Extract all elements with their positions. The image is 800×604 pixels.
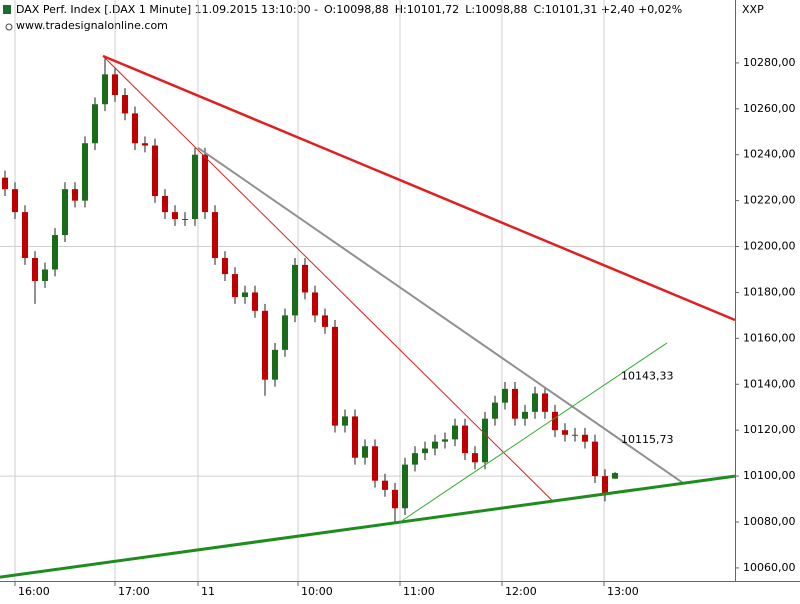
candle-body [482,418,488,463]
candle-body [332,326,338,426]
candle-body [372,446,378,481]
candle-body [472,453,478,463]
candle-body [612,473,618,479]
candle-body [132,113,138,144]
candle-body [302,264,308,293]
trend-line [102,54,736,322]
axis-label: XXP [742,3,764,16]
ohlc-label: O:10098,88 [324,3,389,16]
candle-body [252,292,258,311]
candle-body [102,74,108,105]
candle-body [62,189,68,236]
candle-body [422,448,428,454]
candle-body [362,446,368,458]
candle-body [392,489,398,509]
y-tick-label: 10060,00 [743,561,796,574]
trend-line [197,147,684,484]
candle-body [352,416,358,458]
candle-body [602,476,608,495]
candle-body [272,349,278,380]
candle-body [242,292,248,298]
y-tick-label: 10140,00 [743,377,796,390]
candle-body [2,177,8,190]
candle-body [12,189,18,213]
candle-body [532,393,538,412]
candle-body [202,154,208,213]
icon [3,5,11,14]
y-tick-label: 10240,00 [743,148,796,161]
candle-body [152,145,158,197]
x-tick-label: 10:00 [301,585,333,598]
source: www.tradesignalonline.com [16,19,168,32]
candle-body [552,411,558,431]
candle-body [212,212,218,259]
candle-body [232,274,238,298]
y-tick-label: 10160,00 [743,331,796,344]
y-tick-label: 10080,00 [743,515,796,528]
trend-line [102,55,554,502]
candle-body [492,402,498,419]
x-tick-label: 11:00 [403,585,435,598]
y-tick-label: 10120,00 [743,423,796,436]
x-tick-label: 11 [201,585,215,598]
candle-body [52,235,58,270]
candle-body [452,425,458,440]
candle-body [142,143,148,146]
candle-body [292,264,298,316]
candle-body [182,218,188,220]
candle-body [572,434,578,436]
chart-title: DAX Perf. Index [.DAX 1 Minute] 11.09.20… [16,3,318,16]
candle-body [522,411,528,419]
candle-body [262,310,268,380]
candle-body [162,196,168,213]
y-tick-label: 10280,00 [743,56,796,69]
x-tick-label: 13:00 [607,585,639,598]
line-label: 10143,33 [621,370,674,383]
x-tick-label: 16:00 [18,585,50,598]
candle-body [282,315,288,350]
ohlc-label: C:10101,31 +2,40 +0,02% [534,3,683,16]
y-tick-label: 10200,00 [743,240,796,253]
candle-body [222,258,228,275]
candle-body [72,189,78,201]
candle-body [82,143,88,201]
ohlc-label: L:10098,88 [465,3,527,16]
candle-body [582,434,588,442]
candle-body [412,453,418,465]
candle-body [462,425,468,454]
candle-body [502,388,508,403]
candle-body [342,416,348,426]
line-label: 10115,73 [621,433,674,446]
candle-body [402,464,408,509]
candle-body [192,154,198,219]
x-tick-label: 17:00 [118,585,150,598]
y-tick-label: 10220,00 [743,194,796,207]
source-icon [5,23,13,31]
candle-body [42,269,48,281]
candle-body [32,258,38,281]
candle-body [592,441,598,477]
y-tick-label: 10260,00 [743,102,796,115]
candle-body [562,430,568,435]
candle-body [542,393,548,412]
candle-body [172,212,178,219]
candle-body [112,74,118,96]
candle-body [322,315,328,327]
candle-body [512,388,518,419]
candle-body [312,292,318,316]
candle-body [122,95,128,114]
ohlc-label: H:10101,72 [395,3,459,16]
candle-body [382,480,388,490]
trend-line [0,474,736,579]
y-tick-label: 10100,00 [743,469,796,482]
x-tick-label: 12:00 [505,585,537,598]
y-tick-label: 10180,00 [743,285,796,298]
candle-body [442,439,448,442]
candle-body [22,212,28,259]
trend-line [399,342,668,523]
candle-body [432,441,438,449]
candle-body [92,104,98,144]
